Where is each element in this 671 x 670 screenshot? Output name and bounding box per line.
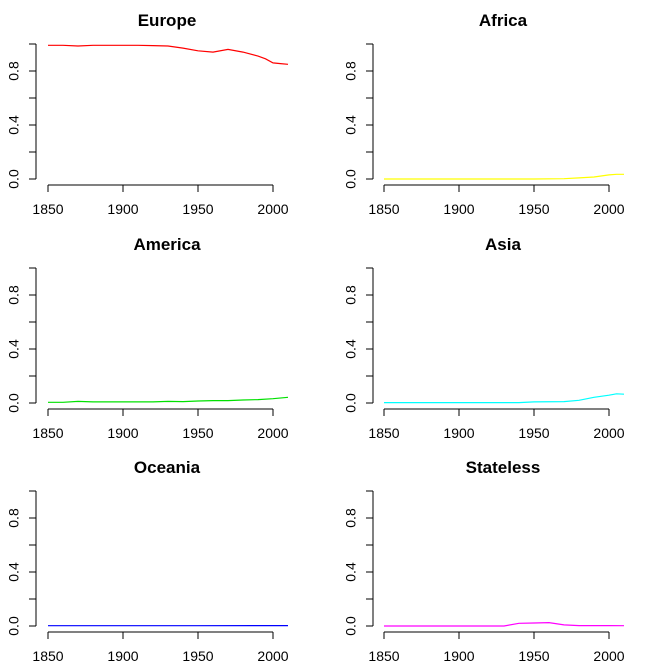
x-tick-label: 1900	[107, 648, 138, 664]
x-tick-label: 2000	[593, 425, 624, 441]
x-tick-label: 1850	[368, 201, 399, 217]
y-tick-label: 0.0	[343, 169, 359, 189]
panel-title: America	[133, 235, 201, 254]
y-tick-label: 0.8	[343, 285, 359, 305]
x-tick-label: 2000	[257, 425, 288, 441]
y-tick-label: 0.4	[343, 562, 359, 582]
panel-america: America 0.0 0.4 0.8 1850 1900 1950 2000	[6, 235, 289, 441]
y-tick-label: 0.4	[6, 562, 22, 582]
series-line	[48, 396, 289, 403]
panel-title: Stateless	[466, 458, 541, 477]
x-tick-label: 1850	[368, 425, 399, 441]
x-tick-label: 1950	[182, 648, 213, 664]
y-tick-label: 0.8	[6, 61, 22, 81]
series-line	[384, 621, 625, 627]
series-line	[48, 44, 289, 65]
y-tick-label: 0.0	[6, 393, 22, 413]
x-tick-label: 1900	[443, 201, 474, 217]
series-line	[384, 393, 625, 404]
x-tick-label: 1850	[32, 425, 63, 441]
y-tick-label: 0.4	[343, 339, 359, 359]
x-tick-label: 1900	[107, 201, 138, 217]
x-tick-label: 2000	[593, 201, 624, 217]
panel-asia: Asia 0.0 0.4 0.8 1850 1900 1950 2000	[343, 235, 625, 441]
x-tick-label: 1850	[32, 648, 63, 664]
x-tick-label: 1850	[368, 648, 399, 664]
panel-oceania: Oceania 0.0 0.4 0.8 1850 1900 1950 2000	[6, 458, 289, 664]
panel-europe: Europe 0.0 0.4 0.8 1850 1900 1950 2000	[6, 11, 289, 217]
panel-stateless: Stateless 0.0 0.4 0.8 1850 1900 1950 2000	[343, 458, 625, 664]
y-tick-label: 0.8	[6, 285, 22, 305]
x-tick-label: 1950	[518, 648, 549, 664]
series-line	[384, 173, 624, 180]
panel-africa: Africa 0.0 0.4 0.8 1850 1900 1950 2000	[343, 11, 625, 217]
panel-title: Oceania	[134, 458, 201, 477]
x-tick-label: 2000	[257, 201, 288, 217]
y-tick-label: 0.4	[343, 115, 359, 135]
y-tick-label: 0.4	[6, 339, 22, 359]
panel-title: Europe	[138, 11, 197, 30]
y-tick-label: 0.8	[6, 508, 22, 528]
x-tick-label: 1950	[182, 425, 213, 441]
x-tick-label: 1950	[518, 425, 549, 441]
x-tick-label: 2000	[593, 648, 624, 664]
y-tick-label: 0.4	[6, 115, 22, 135]
x-tick-label: 1850	[32, 201, 63, 217]
x-tick-label: 1950	[518, 201, 549, 217]
panel-title: Africa	[479, 11, 528, 30]
x-tick-label: 1900	[107, 425, 138, 441]
panel-title: Asia	[485, 235, 521, 254]
y-tick-label: 0.0	[343, 616, 359, 636]
y-tick-label: 0.0	[6, 616, 22, 636]
x-tick-label: 1950	[182, 201, 213, 217]
y-tick-label: 0.0	[343, 393, 359, 413]
y-tick-label: 0.8	[343, 508, 359, 528]
x-tick-label: 1900	[443, 648, 474, 664]
y-tick-label: 0.8	[343, 61, 359, 81]
x-tick-label: 1900	[443, 425, 474, 441]
x-tick-label: 2000	[257, 648, 288, 664]
y-tick-label: 0.0	[6, 169, 22, 189]
